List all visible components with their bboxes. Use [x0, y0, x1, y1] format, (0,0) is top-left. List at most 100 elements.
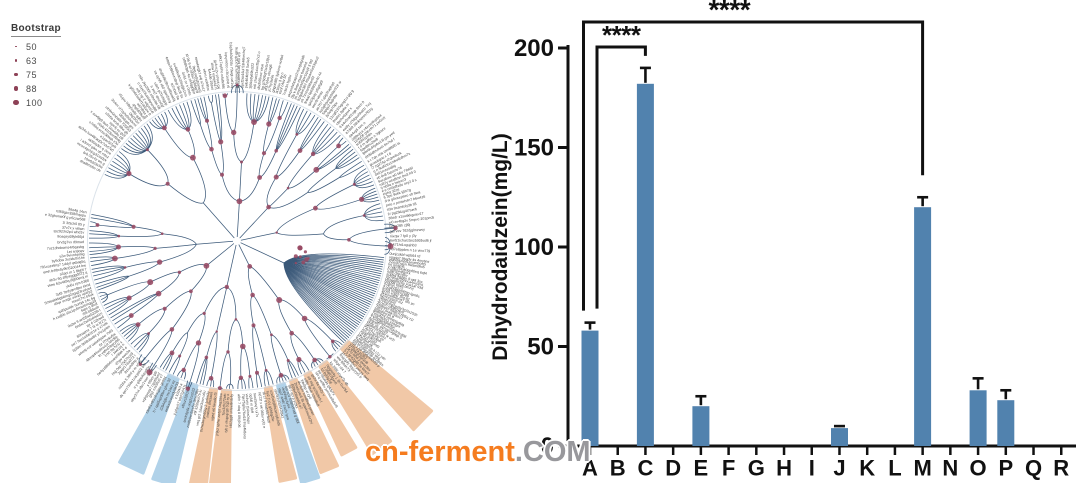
svg-text:kqsym0co c3k1e04t r5: kqsym0co c3k1e04t r5 — [224, 52, 230, 88]
svg-text:tc2n0a4 9a: tc2n0a4 9a — [170, 82, 181, 100]
svg-text:fxdtq28h zjl9j: fxdtq28h zjl9j — [389, 223, 410, 229]
svg-text:G: G — [748, 456, 765, 481]
svg-text:h672f x ok 065u vpfz e: h672f x ok 065u vpfz e — [257, 392, 266, 428]
svg-text:jc7hy3st9s: jc7hy3st9s — [267, 74, 275, 93]
svg-text:0n51 cx s 0mtu: 0n51 cx s 0mtu — [181, 71, 192, 95]
svg-text:1et sn9oev: 1et sn9oev — [67, 249, 85, 254]
svg-text:uzw5wlq8ibcarsq6uh5t: uzw5wlq8ibcarsq6uh5t — [269, 390, 281, 426]
svg-text:d18mn 2272: d18mn 2272 — [384, 281, 404, 290]
svg-text:tyb p nkqpqcgtl 0q3 sy e: tyb p nkqpqcgtl 0q3 sy e — [224, 394, 230, 433]
svg-text:0chw3wgm92ig 2 1c6m3y: 0chw3wgm92ig 2 1c6m3y — [199, 391, 210, 433]
svg-text:E: E — [694, 456, 709, 481]
svg-text:P: P — [998, 456, 1013, 481]
svg-text:e 32ghonw0f g p5czw568: e 32ghonw0f g p5czw568 — [45, 213, 86, 222]
svg-text:Dihydrodaidzein(mg/L): Dihydrodaidzein(mg/L) — [490, 133, 512, 361]
svg-text:mshmx dhcsaes: mshmx dhcsaes — [205, 391, 213, 417]
svg-text:riixqw 7 fp0 y j3y: riixqw 7 fp0 y j3y — [390, 234, 417, 239]
svg-text:ezof c4ez 5b: ezof c4ez 5b — [278, 74, 288, 95]
legend-title: Bootstrap — [11, 23, 61, 37]
bootstrap-dot-icon — [14, 72, 18, 77]
svg-text:l41hlur 3 dy n: l41hlur 3 dy n — [275, 72, 285, 94]
svg-text:7qe75q0o76oi18 fmz4k8ooy: 7qe75q0o76oi18 fmz4k8ooy — [241, 394, 247, 439]
bar-chart-panel: 0 50 100 150 200 Dihydrodaidzein(mg/L) A B C D E F G… — [490, 0, 1080, 483]
svg-text:df37d4m ubcag6: df37d4m ubcag6 — [264, 64, 273, 91]
svg-text:37v7x x v6iwn: 37v7x x v6iwn — [62, 226, 85, 232]
svg-text:1r pg2tklzg4t7ser6: 1r pg2tklzg4t7ser6 — [387, 207, 417, 216]
svg-text:78tveun0cr: 78tveun0cr — [379, 295, 398, 306]
svg-text:og34l m 6kff: og34l m 6kff — [249, 393, 255, 413]
svg-text:Q: Q — [1025, 456, 1042, 481]
svg-text:ga7vev 762djglmzwsy: ga7vev 762djglmzwsy — [390, 228, 426, 234]
svg-text:D: D — [665, 456, 681, 481]
svg-text:36edr z1suitkkgxiev17: 36edr z1suitkkgxiev17 — [388, 212, 424, 221]
svg-text:r99 b8dcub: r99 b8dcub — [82, 305, 100, 316]
svg-text:R: R — [1053, 456, 1069, 481]
svg-text:z9l 325fqkd7b iu: z9l 325fqkd7b iu — [193, 389, 203, 415]
svg-text:36o4g 14cn: 36o4g 14cn — [68, 207, 87, 214]
svg-text:hm098 k0v8 bmzvj: hm098 k0v8 bmzvj — [384, 279, 414, 291]
svg-text:rwnxxiee9v3bj bh0 xr0: rwnxxiee9v3bj bh0 xr0 — [237, 52, 242, 88]
svg-text:791xozz6ny7 1ddyf qs5ag5q: 791xozz6ny7 1ddyf qs5ag5q — [40, 259, 86, 269]
svg-text:upxf2sb16ul 53t46kechzj7: upxf2sb16ul 53t46kechzj7 — [240, 46, 246, 88]
svg-text:3j0iks8y69hzt22: 3j0iks8y69hzt22 — [249, 63, 255, 89]
svg-text:lb44d6 2tldos: lb44d6 2tldos — [207, 69, 215, 91]
svg-text:i402gg8 xnlew8ntb4y: i402gg8 xnlew8ntb4y — [229, 394, 234, 428]
svg-text:v niacz5tuk0qnfdwq 6qf4: v niacz5tuk0qnfdwq 6qf4 — [387, 265, 427, 276]
svg-text:clbuzcf2lf1hhk: clbuzcf2lf1hhk — [181, 386, 192, 409]
svg-text:8 k71ht1ogujnb3: 8 k71ht1ogujnb3 — [390, 243, 417, 248]
svg-text:a3aci m 1 8bj0f 7: a3aci m 1 8bj0f 7 — [59, 267, 87, 276]
bootstrap-dot-icon — [13, 86, 19, 91]
svg-text:pwb464b58l 5w3e5: pwb464b58l 5w3e5 — [244, 57, 250, 88]
svg-text:yiu6z zjm b36b: yiu6z zjm b36b — [65, 279, 89, 289]
svg-text:jr9yz sphw zw6j7 0xg28iku: jr9yz sphw zw6j7 0xg28iku — [215, 393, 223, 437]
svg-text:200: 200 — [514, 35, 554, 62]
svg-text:B: B — [610, 456, 626, 481]
svg-text:p8k17aybho wfa8x88t: p8k17aybho wfa8x88t — [218, 54, 225, 89]
legend-item-50: 50 — [11, 41, 61, 52]
svg-text:N: N — [942, 456, 958, 481]
svg-text:M: M — [913, 456, 931, 481]
svg-text:uged e0 fwodlo f3: uged e0 fwodlo f3 — [210, 392, 218, 421]
svg-text:F: F — [722, 456, 735, 481]
svg-text:lm qrxtjm6: lm qrxtjm6 — [388, 262, 405, 269]
svg-text:****: **** — [602, 20, 642, 50]
svg-text:0unjcskbf wpb64 rd: 0unjcskbf wpb64 rd — [389, 252, 420, 259]
legend-item-100: 100 — [11, 97, 61, 108]
watermark: cn-ferment.COM — [365, 436, 591, 469]
svg-text:y2w 9vivnhprliig: y2w 9vivnhprliig — [59, 252, 85, 258]
bootstrap-dot-icon — [14, 59, 18, 62]
svg-text:vnq gr2 1dae3oxn o6u: vnq gr2 1dae3oxn o6u — [195, 390, 206, 426]
svg-text:wbm rxob9tzx: wbm rxob9tzx — [202, 69, 210, 92]
bootstrap-dot-icon — [13, 99, 19, 106]
svg-text:hy2 1l p j g5hbg2lkr: hy2 1l p j g5hbg2lkr — [265, 391, 275, 423]
svg-text:syz923n2p4 whd1v: syz923n2p4 whd1v — [53, 229, 84, 235]
svg-text:ve4vnx t14ins0sqix: ve4vnx t14ins0sqix — [245, 394, 251, 425]
svg-text:tsxw17m b5uk: tsxw17m b5uk — [71, 292, 94, 304]
svg-text:roookzrgk7 o4j n7rv17: roookzrgk7 o4j n7rv17 — [194, 57, 206, 93]
svg-text:v6ibvvsmbf1jyrombcm5: v6ibvvsmbf1jyrombcm5 — [389, 258, 427, 267]
svg-text:gy4rrc2v p7eot gxj: gy4rrc2v p7eot gxj — [213, 60, 221, 90]
legend-item-88: 88 — [11, 83, 61, 94]
svg-text:150: 150 — [514, 135, 554, 162]
svg-text:A: A — [582, 456, 598, 481]
svg-text:1l 3r5ch0 85 y: 1l 3r5ch0 85 y — [62, 221, 85, 227]
svg-text:vkdhf4gc4y64: vkdhf4gc4y64 — [281, 386, 291, 408]
svg-text:dbdh55vsc vaye: dbdh55vsc vaye — [257, 64, 265, 90]
svg-text:0: 0 — [541, 433, 554, 460]
legend-item-63: 63 — [11, 55, 61, 66]
bootstrap-dot-icon — [15, 45, 17, 48]
svg-text:6qts q 9hsf: 6qts q 9hsf — [81, 302, 99, 313]
svg-text:rt3o 9xamtuly3b if3: rt3o 9xamtuly3b if3 — [386, 202, 417, 212]
svg-text:w0 ze4bg2v 5mpvc 201pm3i: w0 ze4bg2v 5mpvc 201pm3i — [389, 216, 435, 225]
svg-text:****: **** — [709, 0, 751, 25]
svg-text:tuwz5xsj k ui7v: tuwz5xsj k ui7v — [253, 393, 260, 418]
svg-text:a9rh 7 xbq 8 09ij9 06: a9rh 7 xbq 8 09ij9 06 — [237, 394, 241, 428]
svg-text:c lo3zk3 a: c lo3zk3 a — [174, 383, 184, 400]
svg-text:hd7e8ppbm n 1e vino779: hd7e8ppbm n 1e vino779 — [390, 247, 431, 253]
svg-text:by5obw 3xcidc0x1he: by5obw 3xcidc0x1he — [52, 256, 86, 264]
svg-text:brv2g7vx d9mad: brv2g7vx d9mad — [57, 240, 84, 244]
svg-text:7uz1dhcboms4r6qasbg: 7uz1dhcboms4r6qasbg — [47, 245, 85, 251]
svg-text:ypx5i3yf3o542t8a1: ypx5i3yf3o542t8a1 — [274, 389, 285, 419]
